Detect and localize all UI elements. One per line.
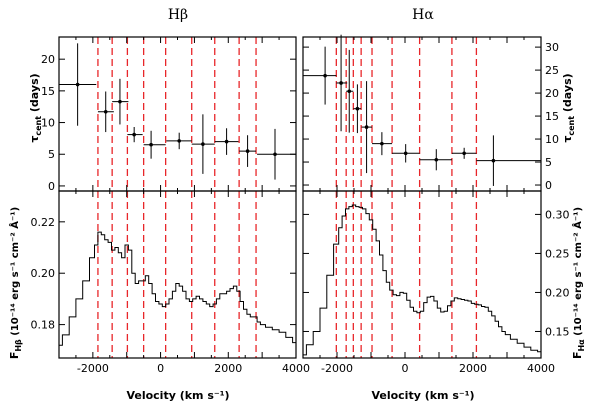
hbeta-lag-point-2 <box>112 78 129 125</box>
hbeta-lag-point-4 <box>143 130 166 159</box>
halpha-flux-xtick-label: 2000 <box>459 362 487 375</box>
halpha-flux-ytick-label: 0.25 <box>545 247 570 260</box>
halpha-lag-ytick-label: 10 <box>545 133 559 146</box>
hbeta-lag-point-1 <box>97 91 114 133</box>
hbeta-lag-marker-4 <box>149 142 153 147</box>
hbeta-lag-point-9 <box>257 128 296 180</box>
halpha-lag-marker-9 <box>491 158 496 163</box>
bin-boundary-lines <box>97 37 478 358</box>
halpha-lag-point-4 <box>361 81 373 174</box>
halpha-lag-marker-3 <box>355 106 360 111</box>
halpha-lag-ytick-label: 25 <box>545 64 559 77</box>
hbeta-flux-ytick-label: 0.18 <box>31 319 56 332</box>
halpha-lag-ytick-label: 15 <box>545 110 559 123</box>
data-layer <box>59 34 541 356</box>
halpha-lag-marker-5 <box>380 141 384 146</box>
halpha-flux-ytick-label: 0.30 <box>545 208 570 221</box>
hbeta-flux-xtick-label: 2000 <box>214 362 242 375</box>
hbeta-flux-xtick-label: -2000 <box>77 362 109 375</box>
hbeta-lag-ytick-label: 10 <box>41 117 55 130</box>
hbeta-lag-point-5 <box>166 132 192 150</box>
halpha-lag-point-7 <box>419 149 452 171</box>
hbeta-lag-point-8 <box>239 135 257 167</box>
hbeta-flux-ytick-label: 0.20 <box>31 267 56 280</box>
halpha-lag-marker-1 <box>339 81 343 85</box>
halpha-lag-point-5 <box>372 132 393 156</box>
halpha-lag-marker-6 <box>403 151 408 156</box>
halpha-lag-ytick-label: 5 <box>545 156 552 169</box>
halpha-lag-point-1 <box>336 34 348 132</box>
halpha-flux-xtick-label: 0 <box>402 362 409 375</box>
halpha-flux-spectrum-line <box>303 204 541 356</box>
hbeta-lag-point-7 <box>214 128 239 155</box>
hbeta-lag-ytick-label: 20 <box>41 53 55 66</box>
hbeta-lag-marker-5 <box>177 139 181 143</box>
halpha-lag-ytick-label: 0 <box>545 179 552 192</box>
hbeta-lag-marker-9 <box>273 152 277 157</box>
hbeta-lag-ytick-label: 15 <box>41 85 55 98</box>
hbeta-lag-marker-7 <box>224 139 229 144</box>
hbeta-flux-xtick-label: 4000 <box>282 362 310 375</box>
halpha-lag-point-9 <box>476 135 541 186</box>
hbeta-lag-point-6 <box>191 114 215 174</box>
halpha-flux-ytick-label: 0.15 <box>545 325 570 338</box>
halpha-lag-frame <box>302 36 542 192</box>
halpha-lag-ytick-label: 30 <box>545 41 559 54</box>
hbeta-flux-spectrum-line <box>59 231 296 346</box>
hbeta-lag-ytick-label: 5 <box>48 148 55 161</box>
halpha-lag-marker-8 <box>462 151 466 156</box>
halpha-lag-marker-2 <box>347 89 352 94</box>
y-axis-label-flux-right: FHα (10⁻¹⁴ erg s⁻¹ cm⁻² Å⁻¹) <box>571 207 586 359</box>
title-hbeta: Hβ <box>168 7 188 23</box>
halpha-flux-ytick-label: 0.20 <box>545 286 570 299</box>
hbeta-lag-marker-2 <box>118 99 122 104</box>
x-axis-label-right: Velocity (km s⁻¹) <box>371 389 474 402</box>
hbeta-lag-marker-3 <box>132 132 136 137</box>
halpha-lag-ytick-label: 20 <box>545 87 559 100</box>
y-axis-label-flux-left: FHβ (10⁻¹⁴ erg s⁻¹ cm⁻² Å⁻¹) <box>8 207 23 359</box>
halpha-flux-xtick-label: 4000 <box>527 362 555 375</box>
y-axis-label-tau-left: τcent (days) <box>28 73 43 142</box>
hbeta-lag-ytick-label: 0 <box>48 180 55 193</box>
halpha-lag-marker-7 <box>434 157 439 162</box>
halpha-lag-marker-4 <box>364 125 369 129</box>
x-axis-label-left: Velocity (km s⁻¹) <box>126 389 229 402</box>
halpha-lag-point-0 <box>303 46 337 105</box>
hbeta-lag-point-3 <box>127 126 143 143</box>
halpha-flux-xtick-label: -2000 <box>321 362 353 375</box>
hbeta-lag-marker-6 <box>201 142 205 146</box>
hbeta-flux-frame <box>58 190 297 359</box>
y-axis-label-tau-right: τcent (days) <box>561 73 576 142</box>
halpha-lag-point-2 <box>346 49 354 133</box>
axes-layer: 0 5 10 15 20 0 5 10 15 20 25 30 -2000 0 2000 4000 0.18 0.… <box>31 36 570 375</box>
hbeta-flux-ytick-label: 0.22 <box>31 216 56 229</box>
title-halpha: Hα <box>412 7 434 23</box>
halpha-lag-marker-0 <box>323 73 327 78</box>
hbeta-flux-xtick-label: 0 <box>157 362 164 375</box>
hbeta-lag-marker-8 <box>245 149 250 153</box>
halpha-lag-point-3 <box>353 84 362 134</box>
hbeta-lag-frame <box>58 36 297 192</box>
hbeta-lag-marker-0 <box>75 82 80 87</box>
hbeta-lag-marker-1 <box>103 109 108 114</box>
hbeta-lag-point-0 <box>59 43 97 126</box>
halpha-lag-point-8 <box>451 147 477 159</box>
halpha-lag-point-6 <box>392 144 420 163</box>
